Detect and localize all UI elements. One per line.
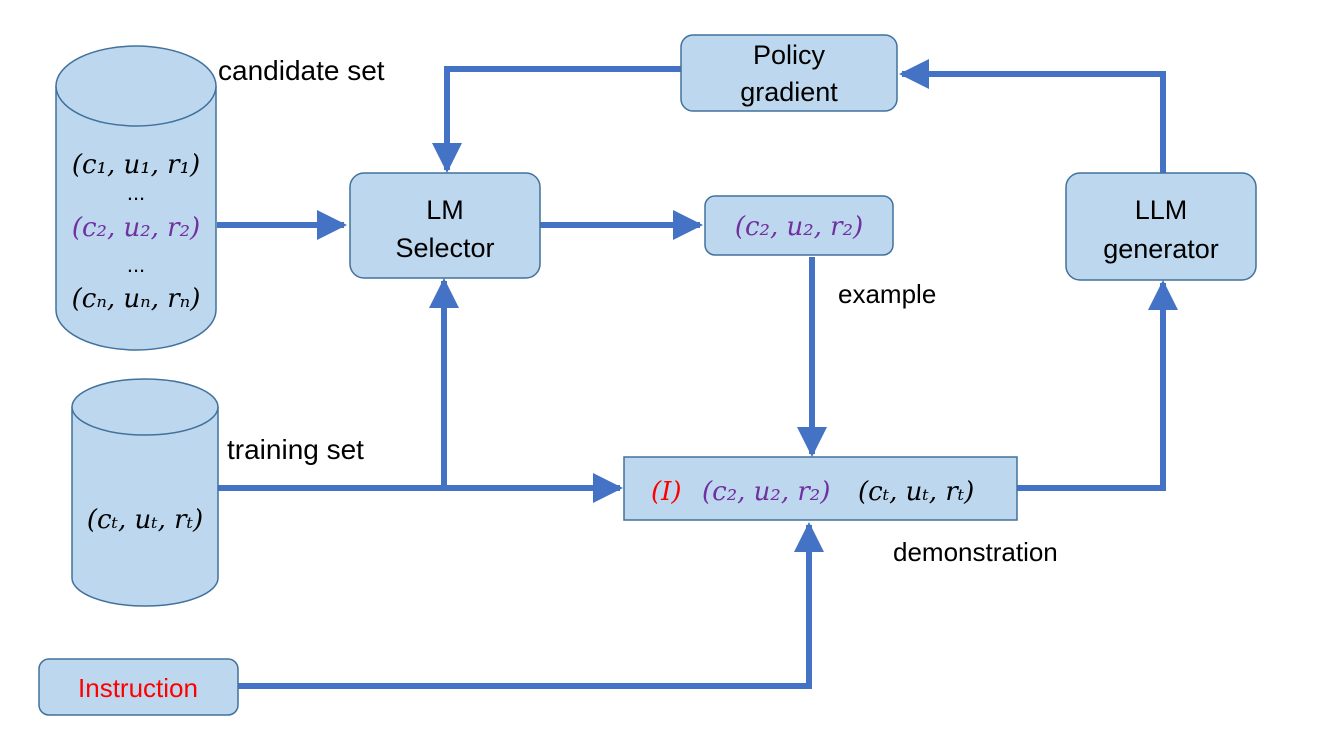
training-set-label: training set <box>227 434 364 465</box>
demonstration-target: (cₜ, uₜ, rₜ) <box>858 477 974 507</box>
candidate-item-n: (cₙ, uₙ, rₙ) <box>72 284 201 314</box>
selected-example-text: (c₂, u₂, r₂) <box>735 212 863 242</box>
policy-gradient-line-1: Policy <box>753 40 826 70</box>
llm-generator-line-2: generator <box>1103 234 1219 264</box>
policy-gradient-box: Policy gradient <box>680 34 898 112</box>
instruction-box: Instruction <box>38 658 239 716</box>
example-label: example <box>838 279 936 309</box>
selected-example-box: (c₂, u₂, r₂) <box>704 195 894 256</box>
training-set-database: (cₜ, uₜ, rₜ) <box>71 378 219 607</box>
arrow-demonstration-to-generator <box>1017 280 1178 491</box>
candidate-item-2: (c₂, u₂, r₂) <box>72 213 200 243</box>
candidate-dots-1: ... <box>127 180 145 205</box>
candidate-set-database: (c₁, u₁, r₁) ... (c₂, u₂, r₂) ... (cₙ, u… <box>55 45 217 351</box>
demonstration-box: (I) (c₂, u₂, r₂) (cₜ, uₜ, rₜ) <box>623 456 1018 521</box>
connectors <box>217 59 1178 689</box>
demonstration-label: demonstration <box>893 537 1058 567</box>
policy-gradient-line-2: gradient <box>740 77 838 107</box>
arrow-instruction-to-demonstration <box>238 522 824 689</box>
candidate-item-1: (c₁, u₁, r₁) <box>72 150 200 180</box>
arrow-generator-to-policy <box>899 59 1166 173</box>
demonstration-example: (c₂, u₂, r₂) <box>702 477 830 507</box>
demonstration-instruction-token: (I) <box>651 477 682 507</box>
llm-generator-line-1: LLM <box>1135 195 1188 225</box>
lm-selector-line-1: LM <box>426 195 464 225</box>
arrow-policy-to-selector <box>432 66 681 173</box>
lm-selector-box: LM Selector <box>349 172 541 279</box>
training-item: (cₜ, uₜ, rₜ) <box>87 505 203 535</box>
instruction-text: Instruction <box>78 673 198 703</box>
candidate-set-label: candidate set <box>218 55 385 86</box>
candidate-dots-2: ... <box>127 252 145 277</box>
llm-generator-box: LLM generator <box>1065 172 1257 281</box>
lm-selector-line-2: Selector <box>395 233 494 263</box>
